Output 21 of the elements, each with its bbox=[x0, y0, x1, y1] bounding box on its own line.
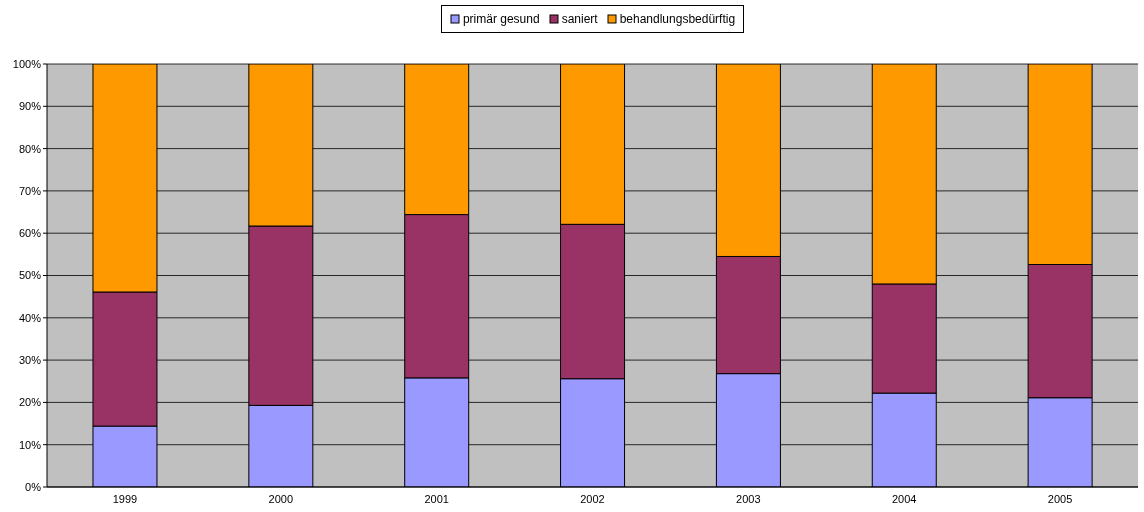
y-tick-label: 40% bbox=[18, 311, 42, 324]
legend-label: primär gesund bbox=[462, 12, 540, 26]
x-tick-label: 2003 bbox=[736, 492, 761, 505]
y-tick-label: 90% bbox=[18, 100, 42, 113]
y-tick-label: 50% bbox=[18, 269, 42, 282]
y-tick-label: 20% bbox=[18, 396, 42, 409]
legend-label: behandlungsbedürftig bbox=[619, 12, 736, 26]
y-tick-label: 30% bbox=[18, 354, 42, 367]
y-tick-label: 70% bbox=[18, 184, 42, 197]
y-tick-label: 80% bbox=[18, 142, 42, 155]
x-tick-label: 2000 bbox=[268, 492, 294, 505]
x-tick-label: 1999 bbox=[112, 492, 138, 505]
x-tick-label: 2004 bbox=[891, 492, 917, 505]
y-tick-label: 10% bbox=[18, 438, 42, 451]
x-tick-label: 2001 bbox=[424, 492, 449, 505]
y-tick-label: 60% bbox=[18, 227, 42, 240]
x-tick-label: 2002 bbox=[580, 492, 605, 505]
y-tick-label: 0% bbox=[25, 480, 42, 493]
legend-label: saniert bbox=[561, 12, 598, 26]
x-tick-label: 2005 bbox=[1047, 492, 1073, 505]
y-tick-label: 100% bbox=[12, 57, 42, 70]
